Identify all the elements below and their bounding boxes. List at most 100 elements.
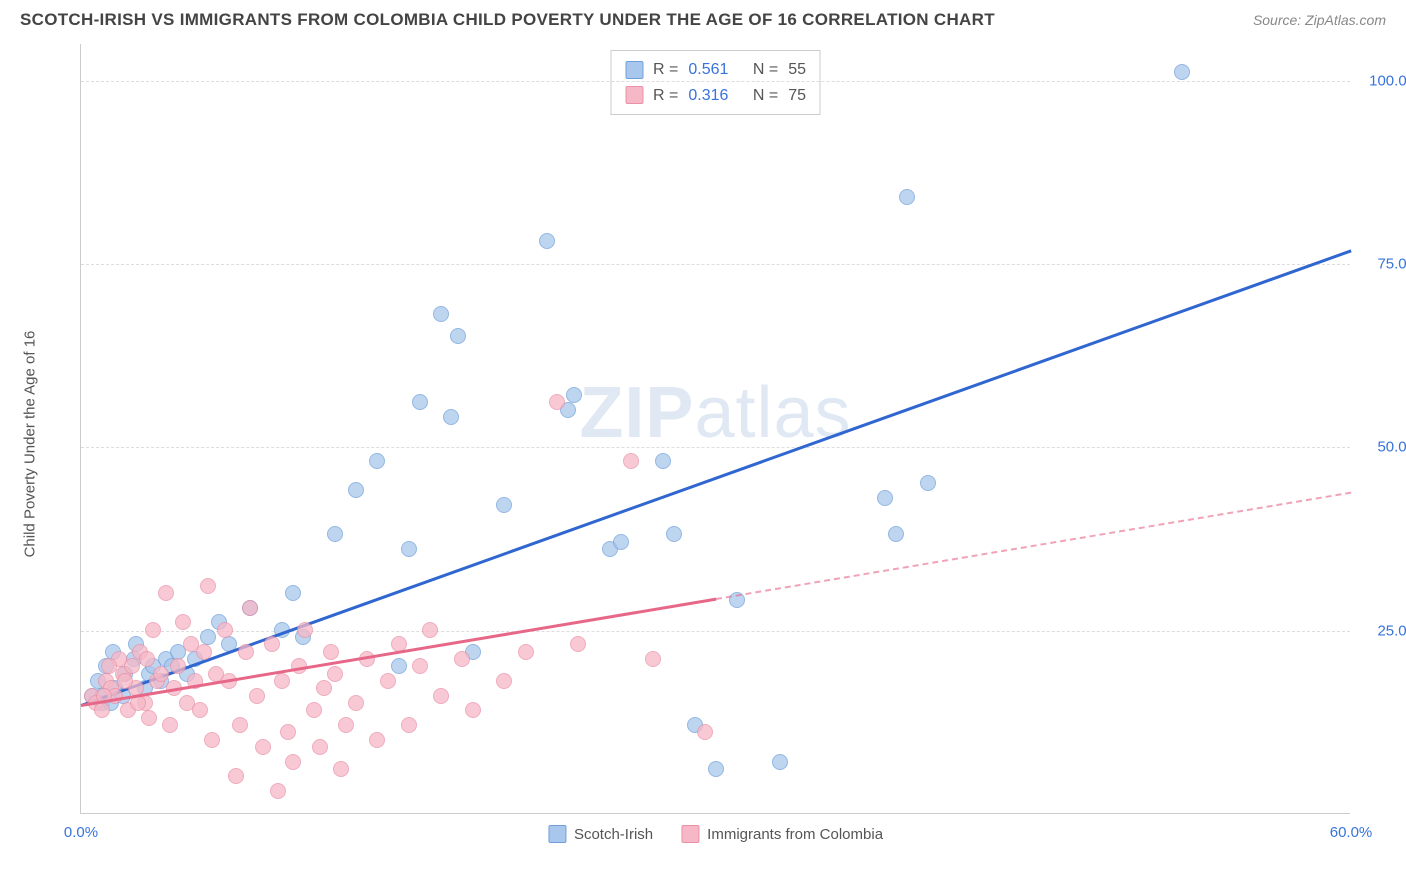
scatter-point <box>285 585 301 601</box>
ytick-label: 100.0% <box>1360 72 1406 89</box>
scatter-point <box>204 732 220 748</box>
scatter-point <box>549 394 565 410</box>
bottom-legend: Scotch-Irish Immigrants from Colombia <box>548 825 883 843</box>
swatch-series2 <box>625 86 643 104</box>
scatter-point <box>772 754 788 770</box>
scatter-point <box>433 306 449 322</box>
legend-swatch-series2 <box>681 825 699 843</box>
scatter-point <box>232 717 248 733</box>
legend-label-series2: Immigrants from Colombia <box>707 826 883 843</box>
scatter-point <box>645 651 661 667</box>
scatter-point <box>242 600 258 616</box>
scatter-point <box>316 680 332 696</box>
scatter-point <box>327 526 343 542</box>
legend-item-series2: Immigrants from Colombia <box>681 825 883 843</box>
r-label-1: R = <box>653 57 678 83</box>
scatter-point <box>391 658 407 674</box>
watermark-bold: ZIP <box>579 373 694 453</box>
ytick-label: 50.0% <box>1360 439 1406 456</box>
scatter-point <box>401 717 417 733</box>
scatter-point <box>270 783 286 799</box>
scatter-point <box>117 673 133 689</box>
scatter-point <box>200 629 216 645</box>
scatter-point <box>496 497 512 513</box>
scatter-point <box>566 387 582 403</box>
scatter-point <box>613 534 629 550</box>
scatter-point <box>175 614 191 630</box>
n-label-2: N = <box>753 83 778 109</box>
scatter-point <box>369 732 385 748</box>
scatter-point <box>297 622 313 638</box>
scatter-point <box>249 688 265 704</box>
scatter-point <box>153 666 169 682</box>
scatter-point <box>255 739 271 755</box>
r-label-2: R = <box>653 83 678 109</box>
scatter-point <box>323 644 339 660</box>
scatter-point <box>141 710 157 726</box>
gridline-y <box>81 81 1350 82</box>
scatter-point <box>570 636 586 652</box>
scatter-point <box>369 453 385 469</box>
stats-row-series2: R = 0.316 N = 75 <box>625 83 806 109</box>
scatter-point <box>401 541 417 557</box>
n-value-2: 75 <box>788 83 806 109</box>
source-label: Source: ZipAtlas.com <box>1253 12 1386 28</box>
scatter-point <box>312 739 328 755</box>
legend-item-series1: Scotch-Irish <box>548 825 653 843</box>
scatter-point <box>196 644 212 660</box>
scatter-point <box>264 636 280 652</box>
scatter-point <box>899 189 915 205</box>
scatter-point <box>877 490 893 506</box>
scatter-point <box>217 622 233 638</box>
scatter-point <box>450 328 466 344</box>
scatter-point <box>145 622 161 638</box>
scatter-point <box>697 724 713 740</box>
scatter-point <box>192 702 208 718</box>
chart-container: Child Poverty Under the Age of 16 ZIPatl… <box>50 44 1390 844</box>
scatter-point <box>124 658 140 674</box>
scatter-point <box>380 673 396 689</box>
legend-swatch-series1 <box>548 825 566 843</box>
scatter-point <box>443 409 459 425</box>
xtick-label: 60.0% <box>1330 824 1373 841</box>
scatter-point <box>1174 64 1190 80</box>
gridline-y <box>81 631 1350 632</box>
scatter-point <box>162 717 178 733</box>
scatter-point <box>412 394 428 410</box>
scatter-point <box>539 233 555 249</box>
scatter-point <box>200 578 216 594</box>
scatter-point <box>655 453 671 469</box>
scatter-point <box>94 702 110 718</box>
scatter-point <box>465 702 481 718</box>
scatter-point <box>412 658 428 674</box>
gridline-y <box>81 264 1350 265</box>
scatter-point <box>101 658 117 674</box>
scatter-point <box>170 658 186 674</box>
xtick-label: 0.0% <box>64 824 98 841</box>
watermark-light: atlas <box>694 373 851 453</box>
r-value-2: 0.316 <box>688 83 728 109</box>
ytick-label: 25.0% <box>1360 622 1406 639</box>
trend-line <box>716 491 1351 599</box>
scatter-point <box>228 768 244 784</box>
chart-title: SCOTCH-IRISH VS IMMIGRANTS FROM COLOMBIA… <box>20 10 995 30</box>
scatter-point <box>285 754 301 770</box>
scatter-point <box>666 526 682 542</box>
scatter-point <box>708 761 724 777</box>
stats-row-series1: R = 0.561 N = 55 <box>625 57 806 83</box>
n-value-1: 55 <box>788 57 806 83</box>
scatter-point <box>623 453 639 469</box>
r-value-1: 0.561 <box>688 57 728 83</box>
scatter-point <box>139 651 155 667</box>
y-axis-label: Child Poverty Under the Age of 16 <box>22 331 39 558</box>
scatter-point <box>158 585 174 601</box>
scatter-point <box>348 482 364 498</box>
scatter-point <box>327 666 343 682</box>
scatter-point <box>518 644 534 660</box>
plot-area: ZIPatlas R = 0.561 N = 55 R = 0.316 N = … <box>80 44 1350 814</box>
n-label-1: N = <box>753 57 778 83</box>
scatter-point <box>348 695 364 711</box>
scatter-point <box>422 622 438 638</box>
legend-label-series1: Scotch-Irish <box>574 826 653 843</box>
scatter-point <box>888 526 904 542</box>
